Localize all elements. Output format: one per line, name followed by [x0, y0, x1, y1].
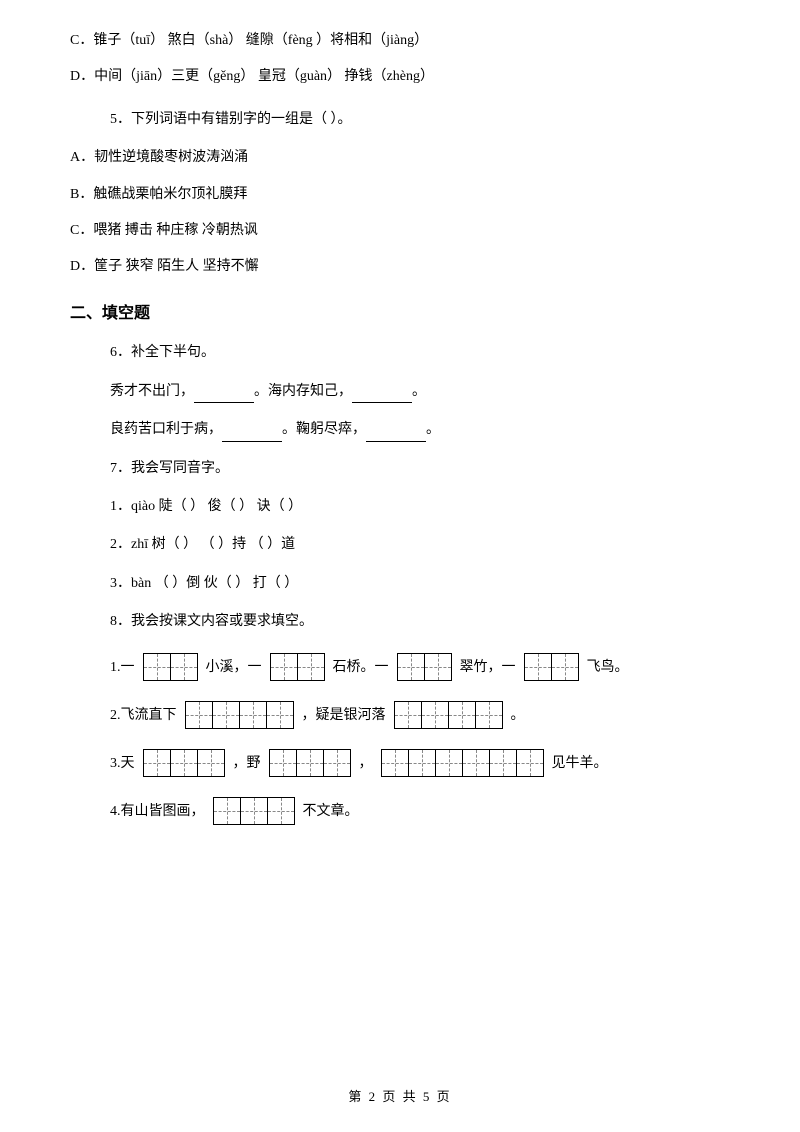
q8-1-prefix: 1.一 [110, 657, 135, 681]
char-box-group[interactable] [524, 653, 579, 681]
char-box-group[interactable] [394, 701, 503, 729]
q8-line-1: 1.一 小溪，一 石桥。一 翠竹，一 飞鸟。 [110, 653, 730, 681]
char-box-group[interactable] [381, 749, 544, 777]
q5-option-b: B．触礁战栗帕米尔顶礼膜拜 [70, 184, 730, 206]
q8-4-prefix: 4.有山皆图画， [110, 801, 205, 825]
q6-line-2: 良药苦口利于病， 。鞠躬尽瘁， 。 [110, 419, 730, 441]
q6-2c-text: 。 [426, 422, 440, 437]
question-8: 8．我会按课文内容或要求填空。 [110, 611, 730, 633]
char-box-group[interactable] [143, 749, 225, 777]
q8-2-prefix: 2.飞流直下 [110, 705, 177, 729]
blank-input[interactable] [194, 389, 254, 403]
q8-2-end: 。 [511, 705, 525, 729]
blank-input[interactable] [222, 428, 282, 442]
char-box-group[interactable] [143, 653, 198, 681]
q8-line-3: 3.天 ，野 ， 见牛羊。 [110, 749, 730, 777]
q7-item-1: 1．qiào 陡（ ） 俊（ ） 诀（ ） [110, 496, 730, 518]
option-c: C．锥子（tuī） 煞白（shà） 缝隙（fèng ）将相和（jiàng） [70, 30, 730, 52]
q8-3-comma: ， [359, 753, 373, 777]
q8-3-end: 见牛羊。 [552, 753, 608, 777]
q8-1-feiniao: 飞鸟。 [587, 657, 629, 681]
q5-option-a: A．韧性逆境酸枣树波涛汹涌 [70, 147, 730, 169]
page-footer: 第 2 页 共 5 页 [0, 1087, 800, 1108]
q8-line-2: 2.飞流直下 ，疑是银河落 。 [110, 701, 730, 729]
char-box-group[interactable] [269, 749, 351, 777]
q5-option-d: D．筐子 狭窄 陌生人 坚持不懈 [70, 256, 730, 278]
blank-input[interactable] [352, 389, 412, 403]
q6-line-1: 秀才不出门， 。海内存知己， 。 [110, 381, 730, 403]
char-box-group[interactable] [270, 653, 325, 681]
q6-1c-text: 。 [412, 384, 426, 399]
blank-input[interactable] [366, 428, 426, 442]
question-6: 6．补全下半句。 [110, 342, 730, 364]
char-box-group[interactable] [185, 701, 294, 729]
q6-2b-text: 。鞠躬尽瘁， [282, 422, 366, 437]
question-7: 7．我会写同音字。 [110, 458, 730, 480]
q8-4-end: 不文章。 [303, 801, 359, 825]
char-box-group[interactable] [397, 653, 452, 681]
q6-2a-text: 良药苦口利于病， [110, 422, 222, 437]
char-box-group[interactable] [213, 797, 295, 825]
q8-3-prefix: 3.天 [110, 753, 135, 777]
q7-item-2: 2．zhī 树（ ） （ ）持 （ ）道 [110, 534, 730, 556]
question-5: 5．下列词语中有错别字的一组是（ ）。 [110, 109, 730, 131]
q6-1b-text: 。海内存知己， [254, 384, 352, 399]
q8-2-mid: ，疑是银河落 [302, 705, 386, 729]
section-2-heading: 二、填空题 [70, 301, 730, 327]
q6-1a-text: 秀才不出门， [110, 384, 194, 399]
q8-1-cuizhu: 翠竹，一 [460, 657, 516, 681]
q8-3-ye: ，野 [233, 753, 261, 777]
option-d: D．中间（jiān）三更（gěng） 皇冠（guàn） 挣钱（zhèng） [70, 66, 730, 88]
q8-line-4: 4.有山皆图画， 不文章。 [110, 797, 730, 825]
q5-option-c: C．喂猪 搏击 种庄稼 冷朝热讽 [70, 220, 730, 242]
q8-1-shiqiao: 石桥。一 [333, 657, 389, 681]
q8-1-xiaoxi: 小溪，一 [206, 657, 262, 681]
q7-item-3: 3．bàn （ ）倒 伙（ ） 打（ ） [110, 573, 730, 595]
